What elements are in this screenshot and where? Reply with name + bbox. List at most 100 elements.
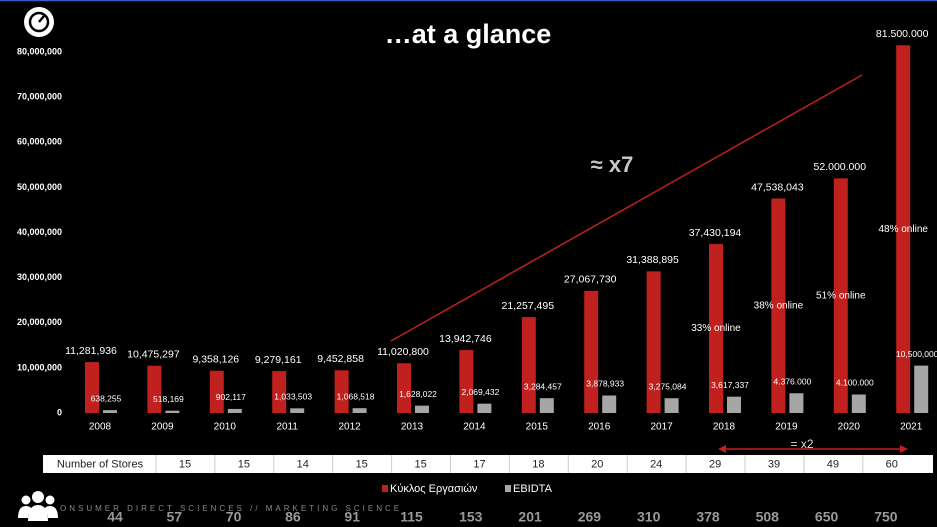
- revenue-bar: [896, 45, 911, 413]
- stores-table-cell: 49: [827, 458, 839, 470]
- stores-table-cell: 15: [356, 458, 368, 470]
- x-tick-label: 2008: [89, 422, 112, 433]
- ebitda-bar: [352, 408, 367, 413]
- bottom-row-value: 269: [578, 509, 602, 525]
- x-tick-label: 2014: [463, 422, 486, 433]
- revenue-bar: [521, 317, 536, 413]
- gauge-icon: [24, 7, 54, 37]
- ebitda-bar: [789, 393, 804, 413]
- data-label: 3,275,084: [649, 381, 687, 391]
- data-label: 1,033,503: [274, 392, 312, 402]
- bottom-row-value: 91: [344, 509, 360, 525]
- bottom-row-value: 750: [874, 509, 898, 525]
- data-label: 37,430,194: [689, 227, 742, 239]
- ebitda-bar: [290, 408, 305, 413]
- growth-annotation: ≈ x7: [591, 152, 634, 177]
- ebitda-bar: [477, 403, 492, 413]
- ebitda-bar: [914, 365, 929, 413]
- trend-line: [390, 74, 863, 342]
- data-label: 9,358,126: [192, 354, 239, 366]
- data-label: 9,279,161: [255, 354, 302, 366]
- x-tick-label: 2013: [401, 422, 424, 433]
- data-label: 47,538,043: [751, 181, 804, 193]
- ebitda-bar: [165, 410, 180, 413]
- x-tick-label: 2015: [526, 422, 549, 433]
- stores-annotation: = x2: [790, 437, 813, 451]
- legend-swatch: [382, 485, 388, 492]
- data-label: 10,475,297: [127, 349, 180, 361]
- stores-table-cell: 15: [414, 458, 426, 470]
- legend-label: Κύκλος Εργασιών: [390, 483, 478, 495]
- data-label: 10,500,000: [896, 349, 937, 359]
- bottom-row-value: 508: [756, 509, 780, 525]
- ebitda-bar: [103, 410, 117, 413]
- y-tick-label: 80,000,000: [17, 46, 62, 56]
- bottom-row-value: 57: [167, 509, 183, 525]
- data-label: 3,284,457: [524, 381, 562, 391]
- stores-table-cell: 20: [591, 458, 603, 470]
- stores-table-label: Number of Stores: [57, 458, 144, 470]
- online-share-label: 51% online: [816, 290, 866, 301]
- bottom-row-value: 70: [226, 509, 242, 525]
- y-tick-label: 10,000,000: [17, 362, 62, 372]
- revenue-bar: [397, 363, 411, 413]
- stores-table-cell: 39: [768, 458, 780, 470]
- data-label: 3,878,933: [586, 379, 624, 389]
- online-share-label: 48% online: [878, 224, 928, 235]
- stores-table: [43, 455, 933, 473]
- online-share-label: 33% online: [691, 323, 741, 334]
- x2-arrow: [718, 445, 908, 453]
- revenue-bar: [334, 370, 349, 413]
- x-tick-label: 2021: [900, 422, 923, 433]
- y-tick-label: 40,000,000: [17, 227, 62, 237]
- data-label: 3,617,337: [711, 380, 749, 390]
- ebitda-bar: [851, 394, 866, 413]
- legend-swatch: [505, 485, 511, 492]
- data-label: 11,281,936: [65, 345, 117, 357]
- ebitda-bar: [539, 398, 554, 413]
- bottom-row-value: 201: [518, 509, 542, 525]
- bottom-row-value: 86: [285, 509, 301, 525]
- revenue-bar: [272, 371, 287, 413]
- stores-table-cell: 60: [886, 458, 898, 470]
- stores-table-cell: 15: [238, 458, 250, 470]
- data-label: 2,069,432: [461, 387, 499, 397]
- bottom-row-value: 310: [637, 509, 661, 525]
- stores-table-cell: 14: [297, 458, 309, 470]
- ebitda-bar: [602, 395, 617, 413]
- chart-title: …at a glance: [385, 19, 552, 49]
- x-tick-label: 2017: [650, 422, 673, 433]
- bottom-row-value: 153: [459, 509, 483, 525]
- revenue-bar: [85, 362, 99, 413]
- y-tick-label: 0: [57, 407, 62, 417]
- revenue-bar: [709, 244, 723, 413]
- x-tick-label: 2009: [151, 422, 174, 433]
- bottom-row-value: 650: [815, 509, 839, 525]
- x-tick-label: 2012: [338, 422, 361, 433]
- data-label: 4.100.000: [836, 378, 874, 388]
- data-label: 638,255: [91, 393, 122, 403]
- x-tick-label: 2018: [713, 422, 736, 433]
- online-share-label: 38% online: [754, 300, 804, 311]
- ebitda-bar: [227, 408, 242, 413]
- data-label: 11,020,800: [377, 346, 429, 358]
- data-label: 81.500.000: [876, 28, 929, 40]
- stores-table-cell: 24: [650, 458, 662, 470]
- revenue-bar: [833, 178, 848, 413]
- data-label: 21,257,495: [502, 300, 555, 312]
- revenue-bar: [584, 290, 599, 413]
- stores-table-cell: 18: [532, 458, 544, 470]
- y-tick-label: 50,000,000: [17, 182, 62, 192]
- data-label: 27,067,730: [564, 274, 617, 286]
- x-tick-label: 2020: [838, 422, 861, 433]
- ebitda-bar: [415, 405, 429, 413]
- revenue-bar: [209, 370, 224, 413]
- footer-text: ONSUMER DIRECT SCIENCES // MARKETING SCI…: [60, 504, 402, 513]
- ebitda-bar: [664, 398, 679, 413]
- y-tick-label: 60,000,000: [17, 137, 62, 147]
- stores-table-cell: 29: [709, 458, 721, 470]
- bottom-row-value: 115: [400, 509, 423, 525]
- revenue-bar: [459, 350, 474, 413]
- data-label: 52.000.000: [814, 161, 867, 173]
